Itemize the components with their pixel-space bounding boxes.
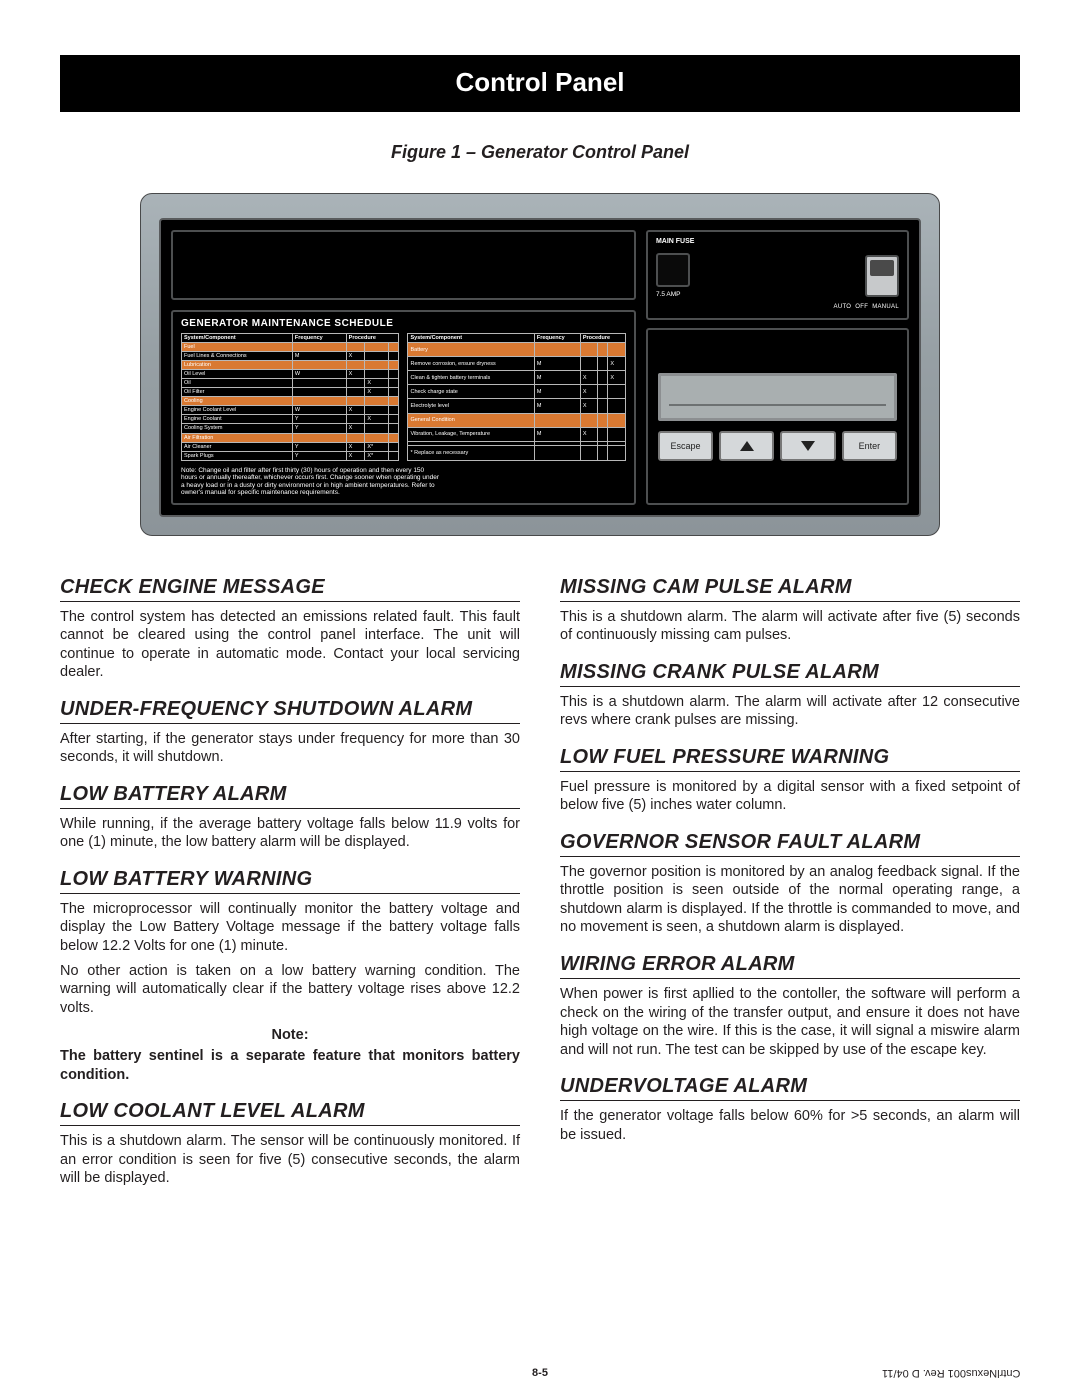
maint-note: Note: Change oil and filter after first … [181, 467, 441, 497]
maint-title: GENERATOR MAINTENANCE SCHEDULE [181, 318, 626, 329]
sec-crank-pulse: MISSING CRANK PULSE ALARM [560, 661, 1020, 687]
p-crank-pulse: This is a shutdown alarm. The alarm will… [560, 693, 1020, 730]
mode-labels: AUTO OFF MANUAL [656, 304, 899, 310]
panel-display [171, 230, 636, 300]
revision-text: CntrlNexus001 Rev. D 04/11 [882, 1367, 1020, 1379]
p-gov-sensor: The governor position is monitored by an… [560, 863, 1020, 937]
p-wiring: When power is first apllied to the conto… [560, 985, 1020, 1059]
p-fuel-pressure: Fuel pressure is monitored by a digital … [560, 778, 1020, 815]
note-text: The battery sentinel is a separate featu… [60, 1047, 520, 1084]
panel-bezel: GENERATOR MAINTENANCE SCHEDULE System/Co… [140, 193, 940, 536]
triangle-up-icon [740, 441, 754, 451]
maintenance-schedule-box: GENERATOR MAINTENANCE SCHEDULE System/Co… [171, 310, 636, 505]
main-fuse-label: MAIN FUSE [656, 238, 899, 245]
page-footer: 8-5 CntrlNexus001 Rev. D 04/11 [60, 1367, 1020, 1379]
p-low-batt-alarm: While running, if the average battery vo… [60, 815, 520, 852]
p-cam-pulse: This is a shutdown alarm. The alarm will… [560, 608, 1020, 645]
p-low-coolant: This is a shutdown alarm. The sensor wil… [60, 1132, 520, 1188]
maint-table-left: System/Component Frequency Procedure Fue… [181, 333, 399, 461]
sec-cam-pulse: MISSING CAM PULSE ALARM [560, 576, 1020, 602]
sec-low-batt-warn: LOW BATTERY WARNING [60, 868, 520, 894]
p-low-batt-warn-2: No other action is taken on a low batter… [60, 962, 520, 1018]
page-number: 8-5 [532, 1367, 548, 1379]
lcd-display [658, 373, 897, 421]
enter-button[interactable]: Enter [842, 431, 897, 461]
generator-panel-figure: GENERATOR MAINTENANCE SCHEDULE System/Co… [140, 193, 940, 536]
maint-table-right: System/Component Frequency Procedure Bat… [407, 333, 625, 461]
up-button[interactable] [719, 431, 774, 461]
page-header: Control Panel [60, 55, 1020, 112]
fuse-switch-box: MAIN FUSE 7.5 AMP AUTO OFF MANUAL [646, 230, 909, 320]
note-label: Note: [60, 1027, 520, 1043]
sec-check-engine: CHECK ENGINE MESSAGE [60, 576, 520, 602]
amp-label: 7.5 AMP [656, 291, 690, 298]
sec-undervolt: UNDERVOLTAGE ALARM [560, 1075, 1020, 1101]
p-low-batt-warn-1: The microprocessor will continually moni… [60, 900, 520, 956]
content-columns: CHECK ENGINE MESSAGE The control system … [60, 576, 1020, 1194]
panel-face: GENERATOR MAINTENANCE SCHEDULE System/Co… [159, 218, 921, 517]
mode-switch[interactable] [865, 255, 899, 297]
left-column: CHECK ENGINE MESSAGE The control system … [60, 576, 520, 1194]
figure-caption: Figure 1 – Generator Control Panel [60, 142, 1020, 163]
fuse-slot [656, 253, 690, 287]
escape-button[interactable]: Escape [658, 431, 713, 461]
p-under-freq: After starting, if the generator stays u… [60, 730, 520, 767]
right-column: MISSING CAM PULSE ALARM This is a shutdo… [560, 576, 1020, 1194]
p-undervolt: If the generator voltage falls below 60%… [560, 1107, 1020, 1144]
sec-low-batt-alarm: LOW BATTERY ALARM [60, 783, 520, 809]
sec-wiring: WIRING ERROR ALARM [560, 953, 1020, 979]
sec-gov-sensor: GOVERNOR SENSOR FAULT ALARM [560, 831, 1020, 857]
sec-fuel-pressure: LOW FUEL PRESSURE WARNING [560, 746, 1020, 772]
p-check-engine: The control system has detected an emiss… [60, 608, 520, 682]
keypad-box: Escape Enter [646, 328, 909, 505]
down-button[interactable] [780, 431, 835, 461]
sec-under-freq: UNDER-FREQUENCY SHUTDOWN ALARM [60, 698, 520, 724]
triangle-down-icon [801, 441, 815, 451]
sec-low-coolant: LOW COOLANT LEVEL ALARM [60, 1100, 520, 1126]
